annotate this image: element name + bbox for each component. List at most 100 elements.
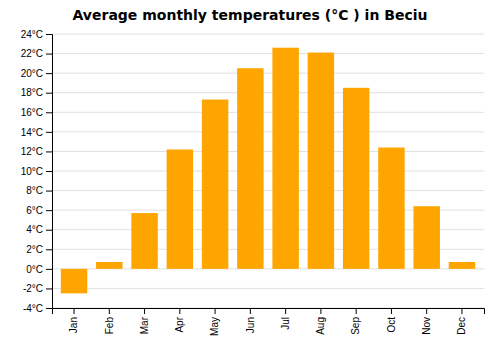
x-tick-label: Apr (174, 316, 185, 332)
x-tick-mark (285, 308, 286, 314)
grid-line (52, 190, 484, 191)
y-tick-mark (46, 112, 52, 113)
y-tick-mark (46, 230, 52, 231)
y-tick-mark (46, 308, 52, 309)
y-tick: 20°C (21, 68, 52, 79)
y-tick-label: 6°C (26, 205, 43, 216)
grid-line (52, 171, 484, 172)
y-tick-label: 14°C (21, 127, 43, 138)
y-tick-label: 16°C (21, 107, 43, 118)
y-tick-mark (46, 93, 52, 94)
grid-line (52, 53, 484, 54)
bar (202, 100, 228, 269)
x-tick-mark (179, 308, 180, 314)
x-tick-mark (250, 308, 251, 314)
bar (96, 262, 122, 269)
bar (413, 206, 439, 269)
x-tick-mark (461, 308, 462, 314)
y-tick-mark (46, 171, 52, 172)
x-tick-mark (215, 308, 216, 314)
y-tick: 18°C (21, 87, 52, 98)
y-tick-mark (46, 288, 52, 289)
x-tick-mark (144, 308, 145, 314)
y-tick: 10°C (21, 166, 52, 177)
grid-line (52, 112, 484, 113)
grid-line (52, 73, 484, 74)
x-tick: Oct (386, 308, 397, 333)
y-tick-label: 20°C (21, 68, 43, 79)
x-tick-mark (109, 308, 110, 314)
y-tick: 8°C (26, 185, 52, 196)
y-tick-label: 18°C (21, 87, 43, 98)
grid-line (52, 92, 484, 93)
y-tick-mark (46, 249, 52, 250)
x-tick: Dec (456, 308, 467, 335)
x-tick-mark (356, 308, 357, 314)
x-tick-label: Jul (280, 317, 291, 330)
bars (61, 48, 475, 294)
bar (272, 48, 298, 269)
grid-line (52, 151, 484, 152)
x-tick: Apr (174, 308, 185, 333)
x-tick-label: Sep (350, 317, 361, 335)
y-axis: -4°C -2°C 0°C 2°C 4°C 6°C 8°C 10°C 12°C 14°C 16°C 1… (21, 29, 53, 314)
title: Average monthly temperatures (°C ) in Be… (73, 7, 428, 23)
y-tick-label: 10°C (21, 166, 43, 177)
bar (449, 262, 475, 269)
x-tick: Feb (104, 308, 115, 334)
bar (131, 213, 157, 269)
grid-line (52, 34, 484, 35)
x-tick: Jan (68, 308, 79, 333)
bar (378, 148, 404, 269)
chart: -4°C -2°C 0°C 2°C 4°C 6°C 8°C 10°C 12°C 14°C 16°C 1… (0, 0, 500, 350)
x-tick-label: Aug (315, 317, 326, 335)
y-tick-mark (46, 210, 52, 211)
y-tick-label: 22°C (21, 48, 43, 59)
y-tick-label: -4°C (23, 303, 43, 314)
x-axis: Jan Feb Mar Apr May Jun Jul Aug Sep Oct Nov Dec (53, 308, 485, 336)
x-tick: Jul (280, 308, 291, 330)
y-tick: 4°C (26, 224, 52, 235)
y-tick-label: 12°C (21, 146, 43, 157)
y-tick-mark (46, 54, 52, 55)
bar (343, 88, 369, 269)
y-tick: 22°C (21, 48, 52, 59)
y-tick-label: 2°C (26, 244, 43, 255)
bar (167, 149, 193, 268)
grid-line (52, 131, 484, 132)
x-tick: Sep (350, 308, 361, 335)
x-tick-mark (320, 308, 321, 314)
y-tick-mark (46, 34, 52, 35)
y-tick: 24°C (21, 29, 52, 40)
y-tick: 16°C (21, 107, 52, 118)
y-tick-label: 4°C (26, 224, 43, 235)
y-axis-line (46, 35, 53, 309)
y-tick: -4°C (23, 303, 52, 314)
y-tick: 14°C (21, 127, 52, 138)
y-tick: -2°C (23, 283, 52, 294)
x-tick: Aug (315, 308, 326, 335)
bar (237, 68, 263, 269)
x-tick: Mar (139, 308, 150, 334)
y-tick-mark (46, 151, 52, 152)
y-tick: 0°C (26, 264, 52, 275)
grid-line (52, 288, 484, 289)
x-tick-mark (391, 308, 392, 314)
y-tick-label: 24°C (21, 29, 43, 40)
x-tick-label: May (209, 317, 220, 336)
y-tick-mark (46, 191, 52, 192)
x-tick: May (209, 308, 220, 336)
y-tick-mark (46, 269, 52, 270)
x-tick-label: Oct (386, 317, 397, 333)
plot: -4°C -2°C 0°C 2°C 4°C 6°C 8°C 10°C 12°C 14°C 16°C 1… (21, 29, 485, 336)
y-tick: 12°C (21, 146, 52, 157)
x-tick-mark (74, 308, 75, 314)
y-tick-mark (46, 73, 52, 74)
x-tick-label: Jun (245, 317, 256, 333)
y-tick: 2°C (26, 244, 52, 255)
x-tick-label: Nov (421, 317, 432, 335)
y-tick-mark (46, 132, 52, 133)
x-tick-label: Jan (68, 317, 79, 333)
y-tick: 6°C (26, 205, 52, 216)
y-tick-label: -2°C (23, 283, 43, 294)
